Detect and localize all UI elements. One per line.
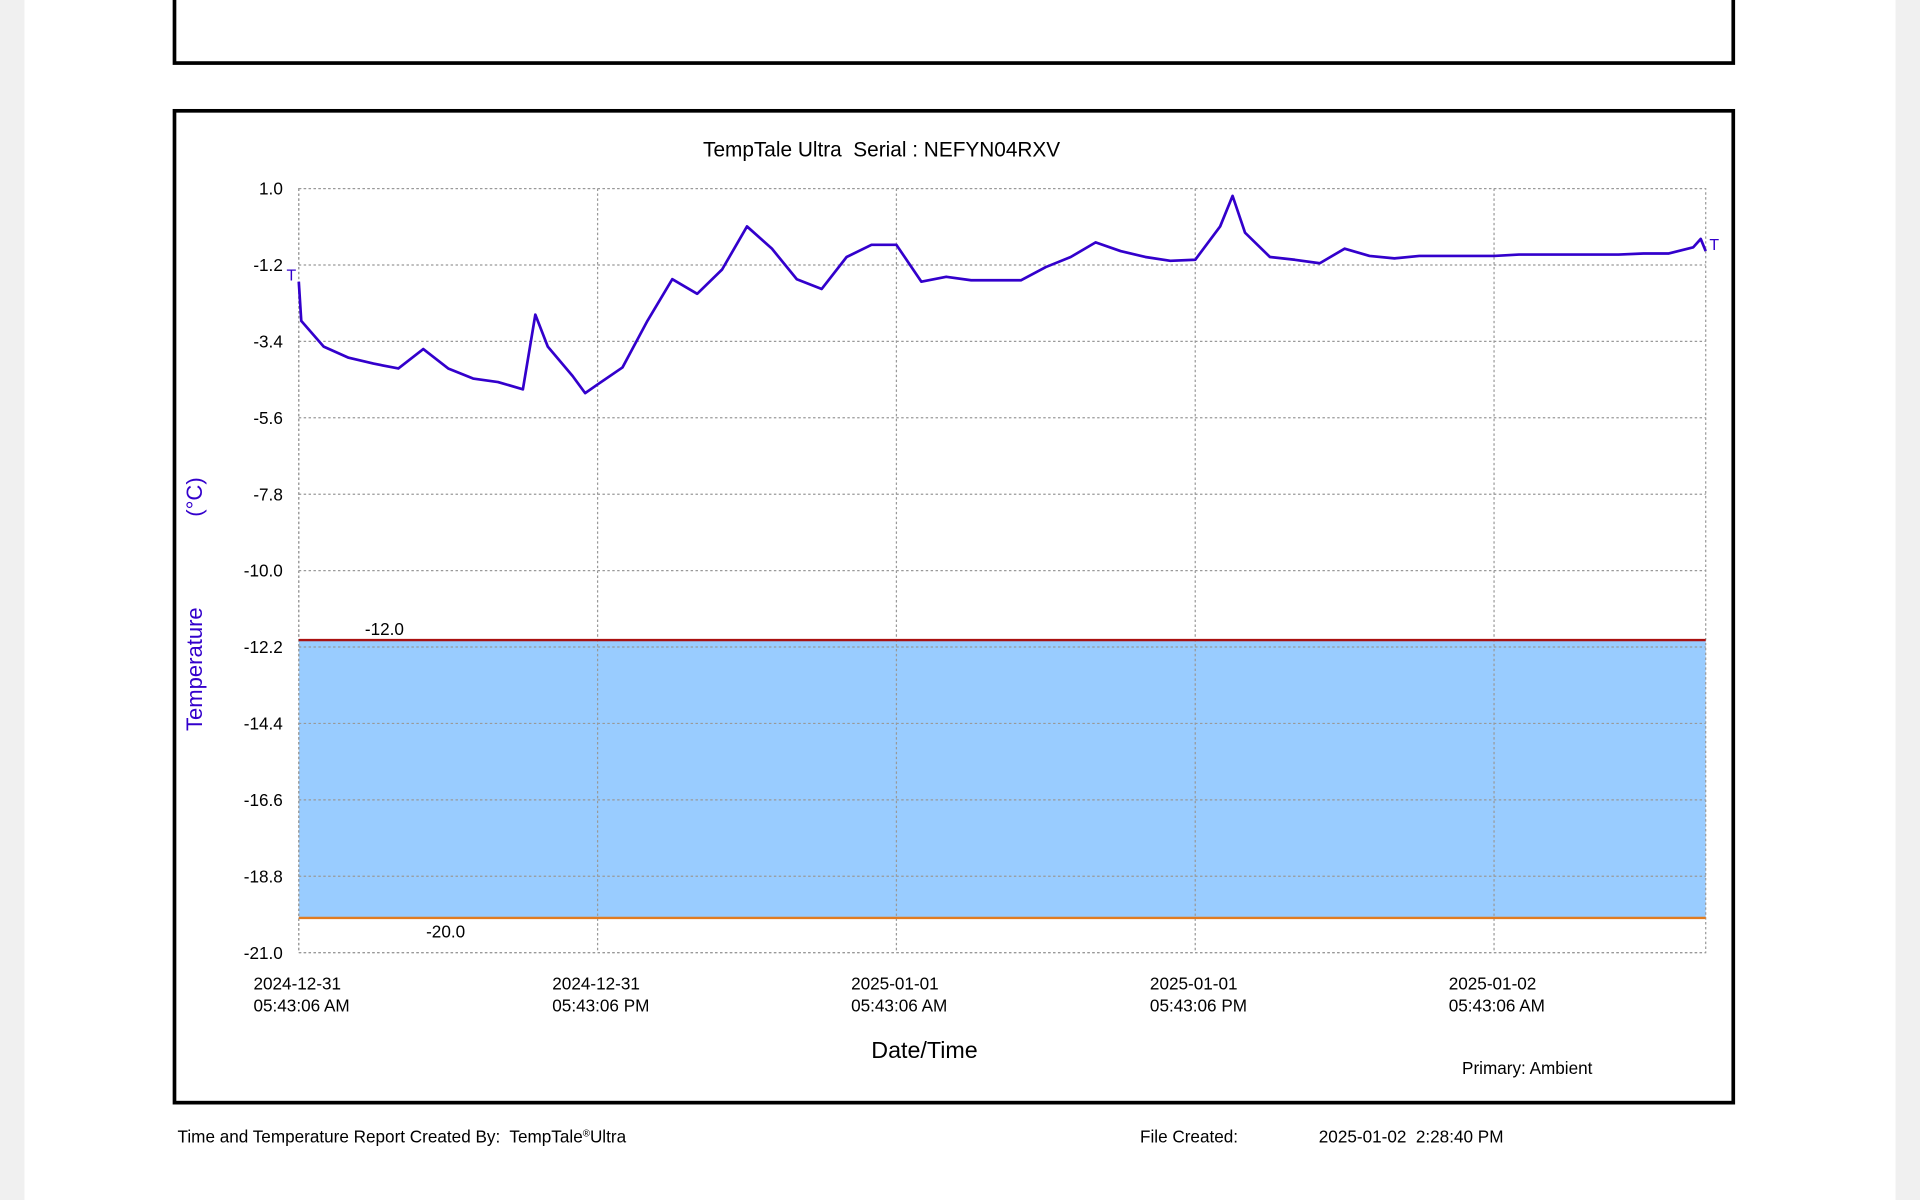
x-tick-label: 2025-01-01: [1150, 973, 1238, 993]
page-sheet: [24, 0, 1896, 1200]
y-tick-label: -7.8: [253, 484, 283, 504]
y-tick-label: -12.2: [244, 637, 283, 657]
x-tick-label: 2025-01-02: [1449, 973, 1537, 993]
footer-file-created-label: File Created:: [1140, 1126, 1238, 1146]
temperature-line: [297, 194, 1707, 395]
threshold-label: -12.0: [365, 619, 404, 639]
footer-text: Time and Temperature Report Created By: …: [178, 1126, 583, 1146]
end-marker: T: [1709, 237, 1719, 254]
y-tick-label: -10.0: [244, 561, 283, 581]
y-tick-label: -16.6: [244, 790, 283, 810]
y-tick-label: 1.0: [259, 179, 283, 199]
previous-panel: [172, 0, 1736, 65]
x-tick-label: 05:43:06 AM: [1449, 995, 1545, 1015]
x-tick-label: 05:43:06 AM: [253, 995, 349, 1015]
start-marker: T: [287, 267, 297, 284]
footer-created-by: Time and Temperature Report Created By: …: [178, 1126, 627, 1146]
y-tick-label: -21.0: [244, 943, 283, 963]
x-tick-label: 05:43:06 PM: [552, 995, 649, 1015]
footer-registered: ®: [583, 1128, 591, 1139]
x-tick-label: 05:43:06 AM: [851, 995, 947, 1015]
y-tick-label: -18.8: [244, 866, 283, 886]
plot: 1.0 -1.2 -3.4 -5.6 -7.8 -10.0 -12.2 -14.4 -16.6 -…: [244, 179, 1720, 1016]
y-tick-label: -1.2: [253, 255, 283, 275]
chart-title: TempTale Ultra Serial : NEFYN04RXV: [703, 139, 1060, 162]
y-tick-label: -5.6: [253, 408, 283, 428]
footer-product: Ultra: [590, 1126, 627, 1146]
y-tick-label: -3.4: [253, 332, 283, 352]
legend: Primary: Ambient: [1462, 1058, 1593, 1078]
x-tick-label: 05:43:06 PM: [1150, 995, 1247, 1015]
chart-frame: [172, 108, 1736, 1105]
y-axis-label: Temperature: [182, 607, 207, 731]
footer-file-created: 2025-01-02 2:28:40 PM: [1319, 1126, 1504, 1146]
safe-band: [298, 640, 1706, 918]
threshold-label: -20.0: [426, 922, 465, 942]
y-axis-unit: (°C): [182, 477, 207, 516]
x-tick-label: 2024-12-31: [552, 973, 640, 993]
x-tick-label: 2025-01-01: [851, 973, 939, 993]
x-tick-label: 2024-12-31: [253, 973, 341, 993]
x-axis-label: Date/Time: [871, 1037, 977, 1063]
y-tick-label: -14.4: [244, 714, 284, 734]
